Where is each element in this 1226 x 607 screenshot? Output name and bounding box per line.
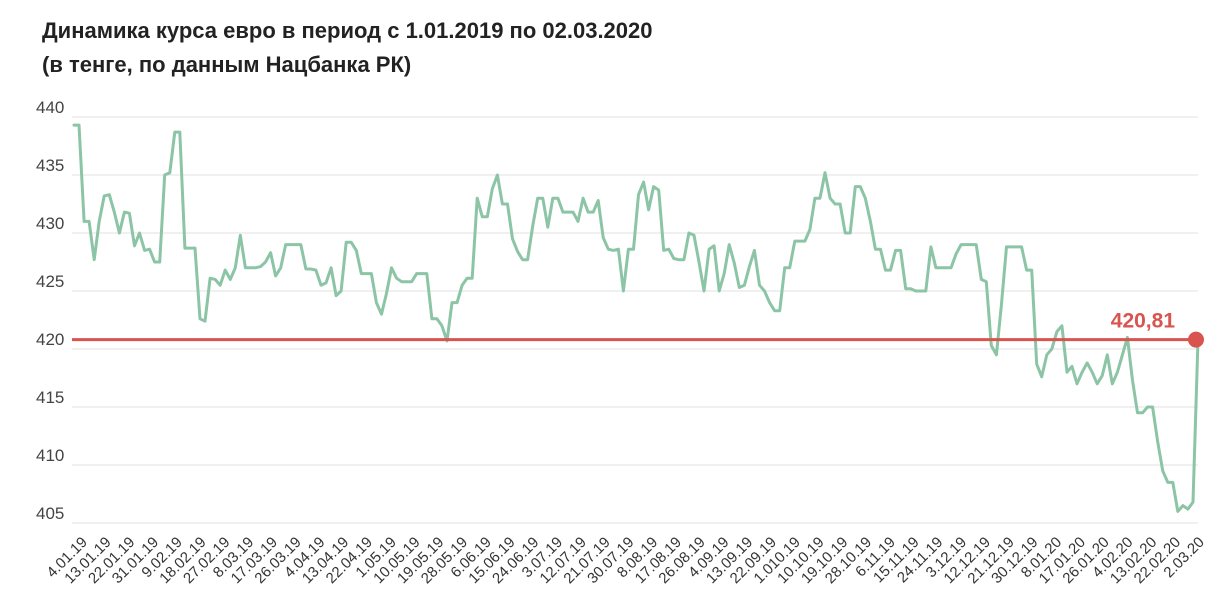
reference-layer: 420,81: [72, 310, 1204, 348]
last-value-label: 420,81: [1111, 310, 1176, 333]
y-tick-label: 440: [36, 98, 64, 117]
last-point-marker: [1188, 331, 1204, 348]
series-layer: [72, 123, 1200, 513]
chart-title: Динамика курса евро в период с 1.01.2019…: [42, 14, 653, 82]
y-tick-label: 410: [36, 446, 64, 465]
title-line-1: Динамика курса евро в период с 1.01.2019…: [42, 18, 653, 43]
y-tick-label: 435: [36, 156, 64, 175]
y-tick-label: 420: [36, 330, 64, 349]
title-line-2: (в тенге, по данным Нацбанка РК): [42, 52, 412, 77]
y-tick-label: 415: [36, 388, 64, 407]
x-axis-ticks: 4.01.1913.01.1922.01.1931.01.199.02.1918…: [43, 534, 1207, 587]
y-tick-label: 430: [36, 214, 64, 233]
y-axis-ticks: 405 410 415 420 425 430 435 440: [36, 98, 64, 523]
y-tick-label: 425: [36, 272, 64, 291]
gridlines: [72, 116, 1198, 524]
series-line: [72, 123, 1200, 513]
y-tick-label: 405: [36, 504, 64, 523]
